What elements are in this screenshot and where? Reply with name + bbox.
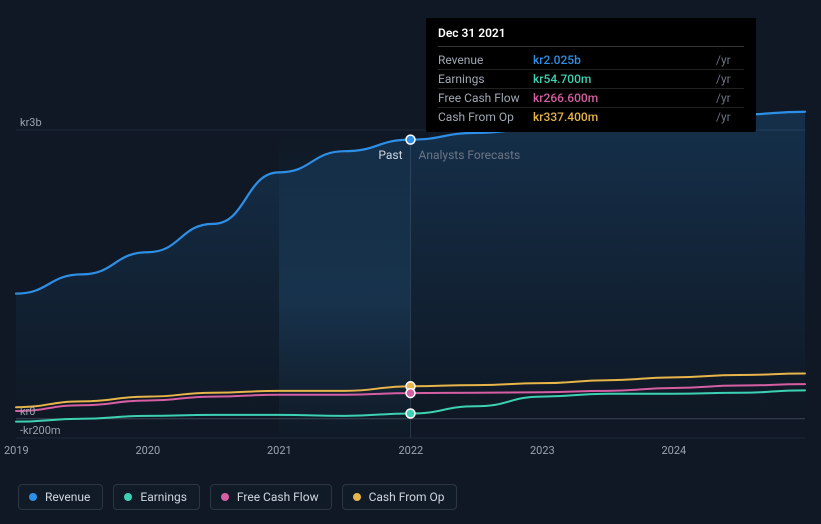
tooltip-row-revenue: Revenuekr2.025b/yr <box>438 51 744 70</box>
legend-item-cash_from_op[interactable]: Cash From Op <box>342 484 458 510</box>
tooltip-label: Earnings <box>438 70 533 89</box>
tooltip-unit: /yr <box>712 51 744 70</box>
legend-dot-icon <box>353 493 361 501</box>
chart-tooltip: Dec 31 2021 Revenuekr2.025b/yrEarningskr… <box>426 18 756 132</box>
x-tick-label: 2020 <box>136 444 161 457</box>
legend-dot-icon <box>124 493 132 501</box>
tooltip-unit: /yr <box>712 70 744 89</box>
tooltip-row-free_cash_flow: Free Cash Flowkr266.600m/yr <box>438 89 744 108</box>
tooltip-title: Dec 31 2021 <box>438 26 744 47</box>
legend-dot-icon <box>29 493 37 501</box>
legend-label: Earnings <box>140 490 187 504</box>
tooltip-table: Revenuekr2.025b/yrEarningskr54.700m/yrFr… <box>438 51 744 126</box>
tooltip-value: kr266.600m <box>533 89 712 108</box>
tooltip-unit: /yr <box>712 89 744 108</box>
legend-item-revenue[interactable]: Revenue <box>18 484 103 510</box>
x-tick-label: 2024 <box>662 444 687 457</box>
x-tick-label: 2021 <box>267 444 292 457</box>
tooltip-value: kr337.400m <box>533 108 712 127</box>
legend-label: Free Cash Flow <box>237 490 319 504</box>
tooltip-label: Free Cash Flow <box>438 89 533 108</box>
tooltip-value: kr2.025b <box>533 51 712 70</box>
financials-chart: kr3b kr0 -kr200m 2019 2020 2021 2022 2023 2024 Pa… <box>0 0 821 524</box>
x-tick-label: 2019 <box>4 444 29 457</box>
tooltip-unit: /yr <box>712 108 744 127</box>
legend-item-earnings[interactable]: Earnings <box>113 484 200 510</box>
y-tick-label: -kr200m <box>20 424 61 437</box>
legend-label: Revenue <box>45 490 90 504</box>
chart-legend: Revenue Earnings Free Cash Flow Cash From O… <box>18 484 457 510</box>
tooltip-label: Revenue <box>438 51 533 70</box>
tooltip-label: Cash From Op <box>438 108 533 127</box>
tooltip-value: kr54.700m <box>533 70 712 89</box>
x-tick-label: 2022 <box>399 444 424 457</box>
x-tick-label: 2023 <box>530 444 555 457</box>
tooltip-row-cash_from_op: Cash From Opkr337.400m/yr <box>438 108 744 127</box>
tooltip-row-earnings: Earningskr54.700m/yr <box>438 70 744 89</box>
y-tick-label: kr3b <box>20 116 42 129</box>
legend-label: Cash From Op <box>369 490 445 504</box>
y-tick-label: kr0 <box>20 405 36 418</box>
section-label-past: Past <box>378 148 402 162</box>
legend-item-free_cash_flow[interactable]: Free Cash Flow <box>210 484 332 510</box>
legend-dot-icon <box>221 493 229 501</box>
section-label-forecast: Analysts Forecasts <box>419 148 521 162</box>
